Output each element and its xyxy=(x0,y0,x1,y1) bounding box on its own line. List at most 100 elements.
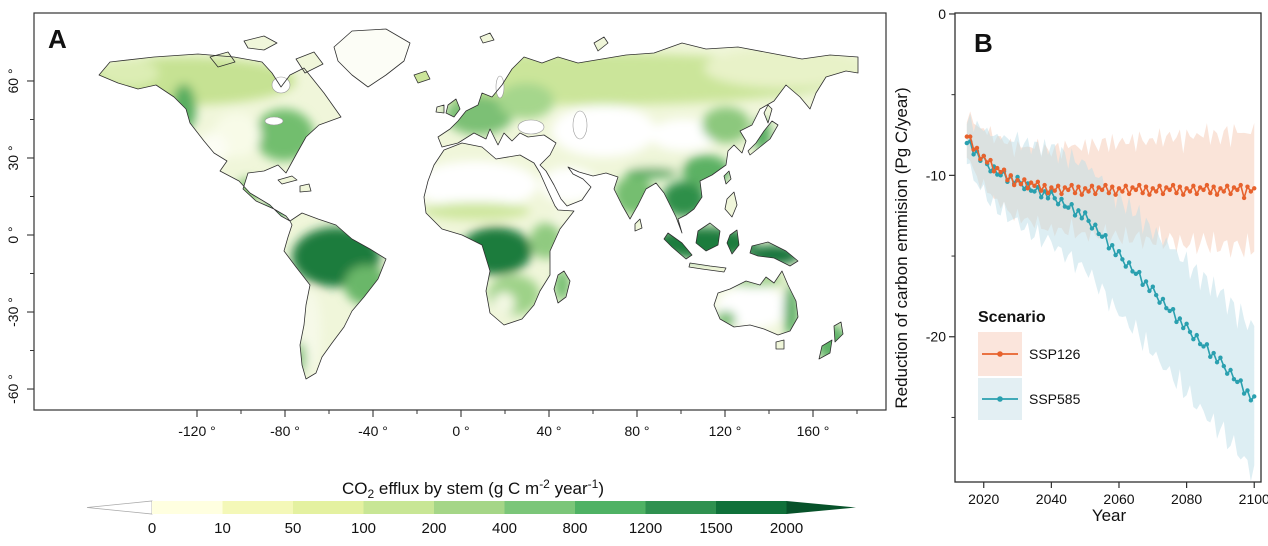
series-point-ssp585 xyxy=(1072,213,1078,218)
series-point-ssp126 xyxy=(1228,191,1233,197)
series-point-ssp126 xyxy=(1025,186,1030,191)
series-point-ssp585 xyxy=(1150,284,1156,289)
legend-label-ssp126: SSP126 xyxy=(1029,346,1081,362)
series-point-ssp126 xyxy=(1103,182,1108,188)
series-point-ssp126 xyxy=(1066,187,1071,193)
series-point-ssp126 xyxy=(1011,182,1017,188)
series-point-ssp585 xyxy=(1208,354,1213,359)
series-point-ssp585 xyxy=(1137,269,1142,275)
series-point-ssp126 xyxy=(1055,183,1061,189)
series-point-ssp126 xyxy=(1082,186,1088,191)
colorbar-tick-label: 800 xyxy=(562,520,587,537)
series-point-ssp126 xyxy=(988,157,993,163)
series-point-ssp126 xyxy=(1062,185,1068,190)
series-point-ssp585 xyxy=(1184,321,1189,327)
series-point-ssp585 xyxy=(1248,398,1254,403)
series-point-ssp126 xyxy=(1181,192,1186,197)
series-point-ssp126 xyxy=(1018,182,1024,187)
series-point-ssp585 xyxy=(1055,202,1061,207)
series-point-ssp585 xyxy=(1086,218,1091,224)
colorbar-tick-label: 50 xyxy=(285,520,302,537)
series-point-ssp126 xyxy=(1069,182,1074,188)
legend-title: Scenario xyxy=(978,309,1046,326)
series-point-ssp585 xyxy=(1099,234,1105,239)
series-point-ssp126 xyxy=(1072,190,1078,196)
map-axes: -120 ° -80 ° -40 ° 0 ° 40 ° 80 ° 120 ° 160 ° 60 … xyxy=(5,68,858,439)
series-point-ssp585 xyxy=(971,152,976,157)
map-x-tick-label: -40 ° xyxy=(358,423,388,439)
series-point-ssp585 xyxy=(1032,189,1037,194)
x-axis-label: Year xyxy=(1092,506,1127,525)
series-point-ssp585 xyxy=(1143,279,1149,284)
series-point-ssp126 xyxy=(1211,184,1216,189)
series-point-ssp126 xyxy=(1052,188,1057,193)
map-y-tick-label: 30 ° xyxy=(5,145,21,170)
series-point-ssp585 xyxy=(1191,336,1196,342)
series-point-ssp585 xyxy=(1194,332,1199,338)
series-point-ssp126 xyxy=(1150,186,1156,191)
colorbar: 0 10 50 100 200 400 800 1200 1500 2000 xyxy=(86,500,856,537)
series-point-ssp126 xyxy=(1086,189,1091,194)
series-point-ssp126 xyxy=(1045,190,1051,196)
series-point-ssp126 xyxy=(1116,186,1122,191)
x-tick-label: 2020 xyxy=(968,491,999,507)
series-point-ssp126 xyxy=(991,169,997,174)
series-point-ssp126 xyxy=(1039,188,1044,193)
colorbar-right-arrow xyxy=(786,501,856,514)
series-point-ssp585 xyxy=(1201,344,1206,349)
efflux-shading xyxy=(99,48,858,374)
series-point-ssp126 xyxy=(1218,186,1223,191)
series-point-ssp585 xyxy=(1147,288,1152,294)
series-point-ssp585 xyxy=(1174,319,1179,325)
y-tick-label: -10 xyxy=(926,167,946,183)
colorbar-tick-label: 1500 xyxy=(699,520,732,537)
series-point-ssp585 xyxy=(1157,300,1162,305)
series-point-ssp585 xyxy=(1133,271,1139,277)
series-point-ssp126 xyxy=(1248,189,1254,194)
series-point-ssp585 xyxy=(1066,205,1071,210)
series-point-ssp585 xyxy=(1211,350,1216,356)
colorbar-title: CO2 efflux by stem (g C m-2 year-1) xyxy=(342,477,604,501)
map-x-tick-label: 40 ° xyxy=(536,423,561,439)
chart-plot-area: 0 -10 -20 2020 2040 2060 2080 2100 xyxy=(926,6,1268,507)
series-point-ssp126 xyxy=(1126,191,1132,197)
y-tick-label: 0 xyxy=(938,6,946,22)
series-point-ssp126 xyxy=(1096,185,1101,190)
series-point-ssp126 xyxy=(1076,184,1081,189)
series-point-ssp126 xyxy=(978,157,983,162)
series-point-ssp585 xyxy=(1177,316,1183,321)
series-point-ssp585 xyxy=(1153,292,1159,298)
series-point-ssp585 xyxy=(1052,196,1057,201)
ribbon-ssp585 xyxy=(966,113,1255,482)
colorbar-tick-label: 2000 xyxy=(770,520,803,537)
panel-a-label: A xyxy=(48,24,67,54)
legend: Scenario SSP126 SSP585 xyxy=(978,309,1081,420)
series-point-ssp126 xyxy=(1099,187,1105,193)
colorbar-tick-label: 1200 xyxy=(629,520,662,537)
colorbar-tick-label: 400 xyxy=(492,520,517,537)
colorbar-segment xyxy=(434,501,505,514)
series-point-ssp585 xyxy=(1110,243,1115,248)
series-point-ssp126 xyxy=(1204,182,1210,188)
series-point-ssp126 xyxy=(1157,183,1162,189)
series-point-ssp585 xyxy=(1096,231,1101,237)
series-point-ssp126 xyxy=(1110,184,1115,189)
panel-a-map: A -120 ° -80 ° -40 ° 0 ° 40 ° 80 ° 120 ° 160 ° 6… xyxy=(5,12,887,537)
series-point-ssp126 xyxy=(1093,191,1098,197)
series-point-ssp126 xyxy=(1201,187,1206,193)
colorbar-segment xyxy=(645,501,717,514)
series-point-ssp585 xyxy=(1116,249,1122,254)
series-point-ssp126 xyxy=(1187,189,1193,194)
series-point-ssp126 xyxy=(1245,184,1250,189)
series-point-ssp126 xyxy=(1147,192,1152,197)
series-point-ssp585 xyxy=(1170,306,1176,312)
series-point-ssp585 xyxy=(1252,394,1257,399)
x-tick-label: 2060 xyxy=(1103,491,1134,507)
colorbar-segment xyxy=(222,501,294,514)
series-point-ssp126 xyxy=(1164,185,1169,190)
series-point-ssp585 xyxy=(1106,246,1112,251)
series-point-ssp585 xyxy=(1069,202,1074,207)
series-point-ssp585 xyxy=(995,172,1000,177)
series-point-ssp126 xyxy=(1032,183,1037,189)
series-point-ssp585 xyxy=(1089,226,1095,231)
